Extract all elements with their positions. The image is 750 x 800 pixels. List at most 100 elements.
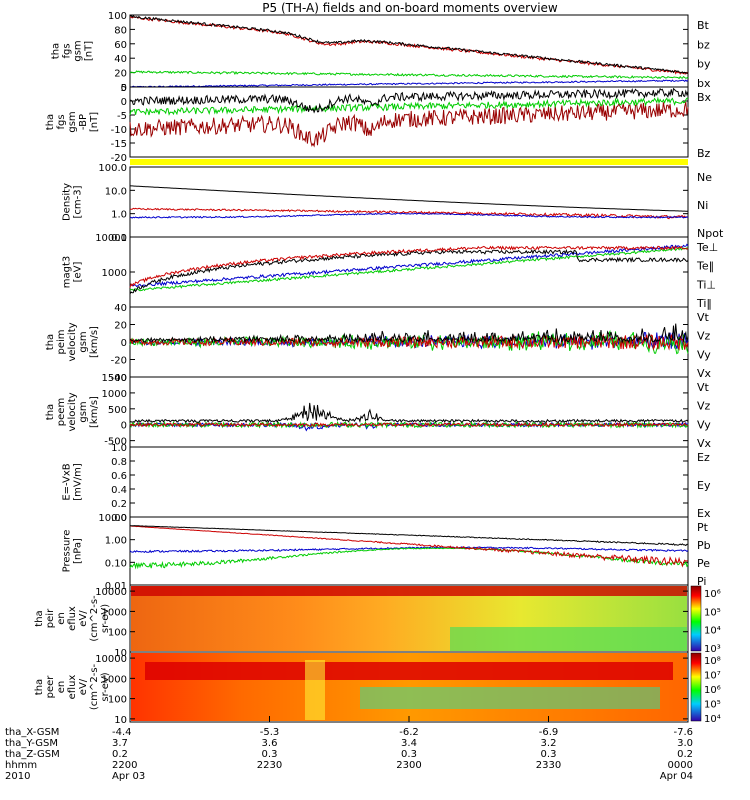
x-tick-label: Apr 03 <box>112 771 145 782</box>
y-tick-label: 10 <box>114 648 127 659</box>
y-label-line: en <box>56 612 67 625</box>
legend-entry-Vz: Vz <box>697 330 711 343</box>
y-axis-label: tha peim velocity gsm [km/s] <box>45 322 100 361</box>
y-label-line: peim <box>56 329 67 354</box>
y-label-line: velocity <box>67 392 78 431</box>
y-label-line: sr-eV) <box>100 672 111 701</box>
colorbar <box>690 652 702 722</box>
legend-entry-Te⊥: Te⊥ <box>696 241 718 254</box>
by-line <box>129 87 689 114</box>
legend-entry-Vx: Vx <box>697 367 712 380</box>
legend-entry-Ti‖: Ti‖ <box>696 297 712 310</box>
x-tick-label: 2230 <box>257 760 282 771</box>
legend-entry-Vx: Vx <box>697 437 712 450</box>
y-tick-label: 0.1 <box>111 233 127 244</box>
x-tick-label: 2200 <box>112 760 137 771</box>
legend-entry-Pt: Pt <box>697 521 709 534</box>
y-tick-label: 0 <box>121 421 127 432</box>
y-label-line: eV/ <box>78 678 89 695</box>
panel-2: 0.1 1.0 10.0 100.0 Density [cm-3] Ne Ni Npot <box>62 163 724 244</box>
legend-entry-Ez: Ez <box>697 451 710 464</box>
y-tick-label: 0.0 <box>111 513 127 524</box>
y-label-line: [nT] <box>84 41 95 61</box>
legend-entry-Vy: Vy <box>697 418 711 431</box>
y-label-line: velocity <box>67 322 78 361</box>
y-label-line: [nPa] <box>73 538 84 564</box>
y-tick-label: 1.0 <box>111 443 127 454</box>
colorbar-label: 10⁴ <box>704 626 721 637</box>
panel-frame <box>129 376 689 448</box>
x-tick-label: 0.3 <box>401 749 417 760</box>
y-label-line: (cm^2-s- <box>89 595 100 642</box>
y-tick-label: 0.10 <box>105 558 127 569</box>
x-row-label: tha_X-GSM <box>5 727 59 738</box>
pt-line <box>129 525 689 547</box>
spectrogram-band <box>450 627 687 651</box>
ni-line <box>129 185 688 212</box>
y-tick-label: -10 <box>111 125 127 136</box>
y-tick-label: 500 <box>108 405 127 416</box>
y-label-line: [km/s] <box>89 326 100 358</box>
y-tick-label: 0.8 <box>111 457 127 468</box>
y-tick-label: 5 <box>121 83 127 94</box>
x-tick-label: 3.7 <box>112 738 128 749</box>
legend-entry-Ne: Ne <box>697 171 712 184</box>
panel-frame <box>129 86 689 158</box>
y-tick-label: 40 <box>114 303 127 314</box>
y-label-line: E=-VxB <box>62 463 73 500</box>
y-tick-label: 0 <box>121 338 127 349</box>
y-axis-label: tha peem velocity gsm [km/s] <box>45 392 100 431</box>
x-tick-label: 0.2 <box>112 749 128 760</box>
y-axis-label: tha peer en eflux eV/(cm^2-s-sr-eV) <box>34 663 111 710</box>
x-tick-label: 3.4 <box>401 738 417 749</box>
x-tick-label: 3.0 <box>677 738 693 749</box>
x-tick-label: Apr 04 <box>660 771 693 782</box>
vt-line <box>130 402 689 424</box>
bx-line <box>129 79 689 88</box>
y-tick-label: 10000 <box>95 654 127 665</box>
y-label-line: [mV/m] <box>73 463 84 501</box>
ti-perp-line <box>129 243 689 288</box>
legend-entry-Te‖: Te‖ <box>696 260 714 273</box>
y-tick-label: -20 <box>111 356 127 367</box>
colorbar-label: 10⁶ <box>704 685 721 696</box>
legend-entry-Vt: Vt <box>697 311 710 324</box>
y-tick-label: 0.6 <box>111 471 127 482</box>
legend-entry-Pi: Pi <box>697 575 706 588</box>
colorbar-label: 10³ <box>704 644 721 655</box>
spectrogram-band <box>360 687 660 709</box>
y-tick-label: 0 <box>121 97 127 108</box>
legend-entry-Pb: Pb <box>697 539 711 552</box>
y-tick-label: 100.0 <box>98 163 127 174</box>
ti-par-line <box>129 246 689 292</box>
legend-entry-Vy: Vy <box>697 348 711 361</box>
x-tick-label: -6.2 <box>399 727 419 738</box>
vt-line <box>129 323 689 344</box>
panel-0: 0 20 40 60 80 100 tha fgs gsm [nT] Bt bz by bx <box>51 11 711 94</box>
colorbar-label: 10⁴ <box>704 714 721 725</box>
y-tick-label: -15 <box>111 139 127 150</box>
spectrogram-band <box>305 660 325 720</box>
y-tick-label: 10.0 <box>105 186 127 197</box>
plot-title: P5 (TH-A) fields and on-board moments ov… <box>262 1 558 15</box>
y-tick-label: 100 <box>108 628 127 639</box>
vz-line <box>129 421 689 428</box>
spectrogram-band <box>145 662 673 680</box>
legend-entry-Npot: Npot <box>697 227 724 240</box>
y-label-line: tha <box>45 114 56 130</box>
y-tick-label: 60 <box>114 40 127 51</box>
y-tick-label: 10 <box>114 715 127 726</box>
legend-entry-by: by <box>697 58 711 71</box>
y-tick-label: 40 <box>114 54 127 65</box>
y-tick-label: 100 <box>108 11 127 22</box>
pe-line <box>129 547 689 570</box>
y-axis-label: tha fgs gsm [nT] <box>51 40 95 61</box>
y-tick-label: 1000 <box>102 389 127 400</box>
bz-line <box>129 101 689 148</box>
y-tick-label: 10.00 <box>98 513 127 524</box>
legend-entry-bx: bx <box>697 77 711 90</box>
y-tick-label: 100 <box>108 695 127 706</box>
